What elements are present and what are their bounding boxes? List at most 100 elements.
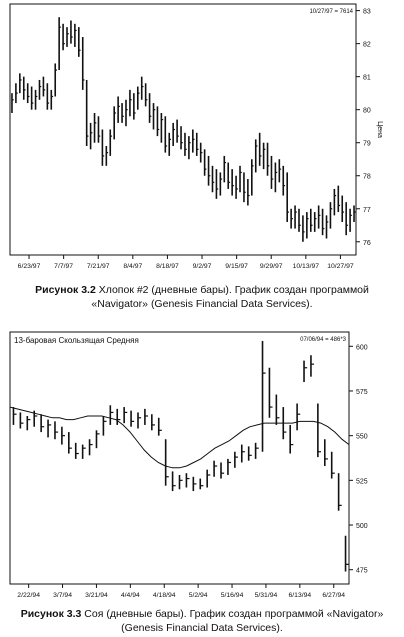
ohlc-bar [78,27,81,57]
ohlc-bar [184,132,187,156]
ohlc-bar [38,79,42,100]
ohlc-bar [251,159,254,196]
ohlc-bar [109,405,114,425]
ohlc-bar [68,432,72,454]
ohlc-bar [74,23,77,47]
ohlc-bar [46,83,50,110]
ohlc-bar [215,169,219,199]
x-tick-label: 6/13/94 [289,592,312,599]
ohlc-bar [26,83,30,104]
ohlc-bar [11,93,14,113]
ohlc-bar [151,414,155,431]
plot-frame [9,3,357,256]
x-tick-label: 5/2/94 [189,592,208,599]
ohlc-bar [323,439,328,467]
ohlc-bar [54,421,59,440]
y-tick-label: 77 [363,207,371,214]
ohlc-bar [195,132,199,156]
ohlc-bar [317,205,321,229]
ohlc-bar [15,83,18,104]
ohlc-bar [137,412,142,429]
ohlc-bar [109,129,113,156]
ohlc-bar [309,208,313,232]
caption-figure-number: Рисунок 3.2 [35,284,96,296]
x-tick-label: 6/27/94 [322,592,345,599]
y-tick-label: 83 [363,9,371,16]
ohlc-bar [310,355,315,377]
ohlc-bar [282,165,286,196]
ohlc-bar [317,403,321,458]
ohlc-bar [93,112,97,143]
ohlc-bar [19,73,22,94]
plot-frame [9,331,350,585]
ohlc-bar [40,414,45,433]
x-tick-label: 6/23/97 [18,263,41,270]
y-tick-label: 475 [356,568,368,575]
ohlc-bar [171,471,176,492]
ohlc-bar [227,162,230,189]
y-tick-label: 81 [363,75,371,82]
ohlc-bar [220,462,225,479]
x-tick-label: 9/2/97 [193,263,212,270]
ohlc-bar [286,172,289,222]
chart-date-stamp: 10/27/97 = 7614 [309,9,353,15]
x-tick-label: 10/13/97 [293,263,320,270]
x-tick-label: 7/21/97 [87,263,110,270]
ohlc-bar [130,410,135,427]
ohlc-bar [164,116,168,153]
ohlc-bar [337,473,342,511]
ohlc-bar [54,63,57,97]
ohlc-bar [290,208,293,229]
chart-cotton: 76 77 78 79 80 81 82 83 6/23/97 7/7/97 7/21/97 8/4/… [6,0,400,278]
ohlc-bar [26,416,31,431]
ohlc-bar [349,208,352,232]
x-tick-label: 8/18/97 [156,263,179,270]
ohlc-bar [203,149,207,176]
ohlc-bar [178,474,183,490]
caption-text: «Navigator» (Genesis Financial Data Serv… [91,298,313,310]
x-tick-label: 3/21/94 [85,592,108,599]
ohlc-bar [353,205,356,222]
caption-figure-3-2: Рисунок 3.2 Хлопок #2 (дневные бары). Гр… [0,283,404,311]
x-tick-label: 10/27/97 [327,263,354,270]
ohlc-bar [88,439,93,456]
ohlc-bar [219,172,223,196]
ohlc-bar [156,106,160,137]
x-tick-label: 5/16/94 [221,592,244,599]
ohlc-bar [234,451,238,468]
ohlc-bar [117,96,120,123]
ohlc-bar [58,17,61,71]
caption-text: (Genesis Financial Data Services). [121,622,283,634]
ohlc-bar [129,89,132,117]
ohlc-bar [62,23,65,51]
ohlc-bar [176,119,179,143]
ohlc-bar [160,112,164,143]
ohlc-bar [313,212,317,232]
y-axis-label: Ценa [376,121,383,138]
ohlc-bar [192,129,195,153]
ohlc-bar [270,155,274,189]
ohlc-bar [329,202,333,229]
moving-average-line [9,406,350,469]
ohlc-bar [268,367,273,418]
ohlc-bar [116,408,121,425]
ohlc-bar [207,155,211,186]
ohlc-bar [102,416,107,436]
ohlc-bar [61,426,66,445]
y-tick-label: 575 [356,389,368,396]
ohlc-bar [185,473,190,488]
ohlc-bar [330,451,335,479]
y-tick-label: 82 [363,42,371,49]
x-tick-label: 5/31/94 [255,592,278,599]
ohlc-bar [123,407,128,424]
x-tick-label: 4/4/94 [121,592,140,599]
caption-figure-3-3: Рисунок 3.3 Соя (дневные бары). График с… [0,607,404,635]
ohlc-bar [227,458,232,475]
ohlc-bar [47,419,52,438]
ohlc-bar [211,165,215,193]
ohlc-bar [12,407,17,425]
ohlc-bar [81,444,86,459]
ohlc-bar [303,360,308,383]
ohlc-bar [95,430,100,449]
y-tick-label: 500 [356,523,368,530]
